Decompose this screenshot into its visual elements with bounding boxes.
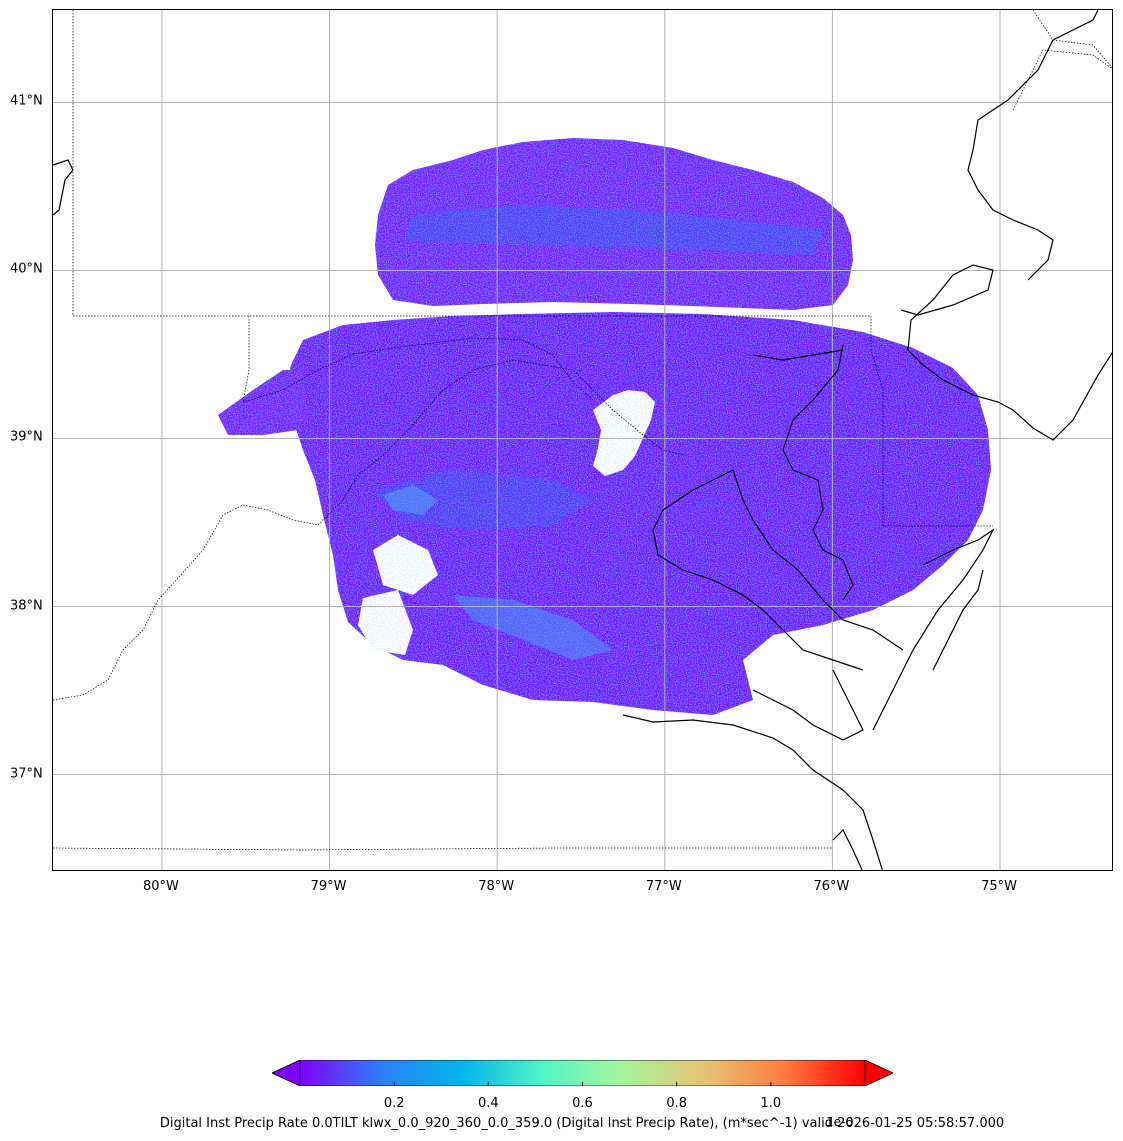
graticule (53, 10, 1112, 870)
precip-band-1 (403, 205, 823, 255)
colorbar-tick-label: 0.6 (572, 1096, 593, 1111)
lat-label: 40°N (10, 261, 43, 277)
lon-label: 79°W (310, 879, 347, 894)
lat-label: 41°N (10, 93, 43, 109)
precip-core-white (593, 390, 655, 476)
colorbar-tick-label: 1.0 (760, 1096, 782, 1111)
precip-band-4 (383, 485, 438, 515)
map-canvas[interactable] (53, 10, 1113, 871)
lon-label: 76°W (813, 879, 850, 894)
lat-label: 39°N (10, 429, 43, 445)
colorbar (272, 1060, 893, 1086)
precip-field (218, 138, 991, 715)
colorbar-tick-label: 0.2 (383, 1096, 405, 1111)
lon-label: 77°W (645, 879, 682, 894)
colorbar-over-arrow (864, 1060, 893, 1086)
lat-label: 37°N (10, 766, 43, 782)
lat-label: 38°N (10, 598, 43, 613)
lon-label: 75°W (981, 879, 1017, 894)
colorbar-under-arrow (272, 1060, 301, 1086)
coastlines (53, 10, 1112, 870)
colorbar-exponent: 1e-6 (826, 1115, 853, 1129)
colorbar-tick-label: 0.4 (477, 1096, 499, 1111)
precip-band-3 (453, 595, 613, 660)
map-panel[interactable] (52, 9, 1113, 871)
map-caption: Digital Inst Precip Rate 0.0TILT klwx_0.… (159, 1116, 1005, 1131)
precip-area-main (285, 312, 991, 715)
lon-label: 80°W (142, 879, 179, 894)
precip-band-2 (373, 470, 593, 530)
lon-label: 78°W (478, 879, 515, 894)
precip-notch-west (373, 535, 438, 595)
precip-arm-west (218, 370, 309, 435)
colorbar-tick-label: 0.8 (666, 1096, 687, 1111)
